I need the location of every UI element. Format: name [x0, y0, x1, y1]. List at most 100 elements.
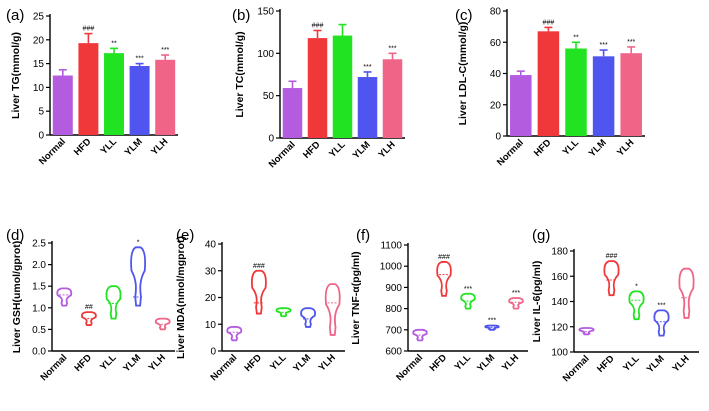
- y-tick-label: 25: [33, 12, 45, 23]
- x-tick-label: YLH: [670, 353, 691, 374]
- y-tick-label: 180: [551, 247, 568, 258]
- violin-normal: [56, 287, 73, 307]
- violin-ylh: [154, 317, 171, 331]
- x-tick-label: YLH: [149, 136, 170, 157]
- y-tick-label: 600: [385, 347, 402, 358]
- panel-label: (e): [176, 227, 194, 244]
- x-tick-label: HFD: [72, 136, 94, 158]
- x-tick-label: YLL: [453, 352, 474, 373]
- significance-label: ***: [161, 47, 169, 54]
- violin-hfd: [436, 261, 452, 297]
- bar-ylh: [620, 53, 642, 136]
- y-tick-label: 140: [551, 297, 568, 308]
- x-tick-label: YLL: [98, 352, 119, 373]
- bar-ylh: [382, 59, 403, 139]
- x-tick-label: HFD: [242, 352, 264, 374]
- x-tick-label: YLH: [376, 139, 397, 160]
- x-tick-label: HFD: [595, 353, 617, 375]
- y-tick-label: 5: [38, 107, 44, 118]
- bar-normal: [282, 88, 303, 138]
- y-tick-label: 900: [385, 283, 402, 294]
- y-tick-label: 20: [490, 100, 502, 111]
- significance-label: ###: [83, 26, 95, 33]
- y-axis-label: Liver TC(mmol/g): [234, 31, 246, 117]
- bar-ylm: [129, 65, 150, 135]
- significance-label: ##: [85, 304, 93, 311]
- significance-label: ###: [543, 19, 555, 26]
- y-tick-label: 700: [385, 325, 402, 336]
- significance-label: ###: [606, 253, 618, 260]
- significance-label: ###: [253, 263, 265, 270]
- y-tick-label: 1.0: [32, 303, 46, 314]
- x-tick-label: HFD: [301, 139, 323, 161]
- violin-ylm: [300, 307, 316, 328]
- y-tick-label: 150: [257, 7, 274, 18]
- significance-label: ***: [363, 64, 371, 71]
- significance-label: ***: [657, 302, 665, 309]
- violin-hfd: [603, 260, 620, 297]
- y-tick-label: 0: [495, 132, 501, 143]
- panel-d: (d)Liver GSH(umol/gprot) 0.0 0.5 1.0 1.5 2.0 2…: [6, 227, 175, 383]
- panel-f: (f) Liver TNF-α(pg/ml) 600 700 800 900 1000 110…: [350, 227, 528, 383]
- y-tick-label: 20: [205, 293, 217, 304]
- significance-label: **: [573, 34, 579, 41]
- y-tick-label: 1000: [380, 262, 403, 273]
- significance-label: ***: [488, 318, 496, 325]
- x-tick-label: YLM: [123, 136, 145, 158]
- significance-label: ***: [136, 56, 144, 63]
- y-tick-label: 1.5: [32, 282, 46, 293]
- significance-label: ###: [438, 254, 450, 261]
- violin-ylm: [653, 309, 670, 337]
- y-axis-label: Liver LDL-C(mmol/g): [457, 22, 469, 126]
- significance-label: ***: [512, 290, 520, 297]
- panel-label: (b): [232, 7, 250, 24]
- y-tick-label: 0.0: [32, 347, 46, 358]
- x-tick-label: YLL: [268, 352, 289, 373]
- violin-hfd: [251, 269, 267, 315]
- x-tick-label: YLM: [351, 139, 373, 161]
- y-tick-label: 30: [205, 266, 217, 277]
- y-tick-label: 40: [205, 240, 217, 251]
- x-tick-label: YLM: [475, 352, 497, 374]
- significance-label: *: [635, 283, 638, 290]
- y-tick-label: 2.0: [32, 260, 46, 271]
- y-tick-label: 160: [551, 272, 568, 283]
- x-tick-label: YLH: [615, 137, 636, 158]
- violin-yll: [105, 285, 122, 320]
- y-tick-label: 0: [210, 347, 216, 358]
- x-tick-label: YLL: [561, 137, 582, 158]
- y-tick-label: 80: [490, 7, 502, 18]
- panel-e: (e)Liver MDA(nmol/mgprot) 010203040Normal…: [175, 227, 345, 383]
- bar-ylh: [155, 59, 176, 135]
- y-tick-label: 0: [38, 131, 44, 142]
- y-tick-label: 60: [490, 38, 502, 49]
- violin-normal: [412, 328, 428, 342]
- y-tick-label: 10: [205, 320, 217, 331]
- x-tick-label: HFD: [532, 137, 554, 159]
- bar-ylm: [592, 56, 615, 136]
- y-tick-label: 15: [33, 59, 45, 70]
- y-tick-label: 50: [263, 91, 275, 102]
- y-tick-label: 100: [551, 348, 568, 359]
- y-tick-label: 20: [33, 35, 45, 46]
- x-tick-label: HFD: [72, 352, 94, 374]
- panel-g: (g)Liver IL-6(pg/ml)100120140160180Norma…: [531, 227, 699, 384]
- panel-label: (a): [6, 7, 24, 24]
- y-tick-label: 1100: [380, 241, 402, 252]
- significance-label: **: [111, 40, 117, 47]
- significance-label: ###: [312, 22, 324, 29]
- y-tick-label: 10: [33, 83, 45, 94]
- violin-hfd: [81, 311, 97, 326]
- x-tick-label: YLM: [645, 353, 667, 375]
- bar-hfd: [78, 43, 99, 135]
- violin-yll: [628, 290, 645, 321]
- violin-normal: [226, 326, 243, 342]
- violin-ylh: [324, 283, 341, 336]
- x-tick-label: YLH: [500, 352, 521, 373]
- bar-normal: [510, 75, 532, 136]
- violin-yll: [275, 307, 292, 318]
- bar-yll: [565, 48, 587, 136]
- bar-yll: [332, 35, 353, 139]
- panel-label: (c): [455, 7, 473, 24]
